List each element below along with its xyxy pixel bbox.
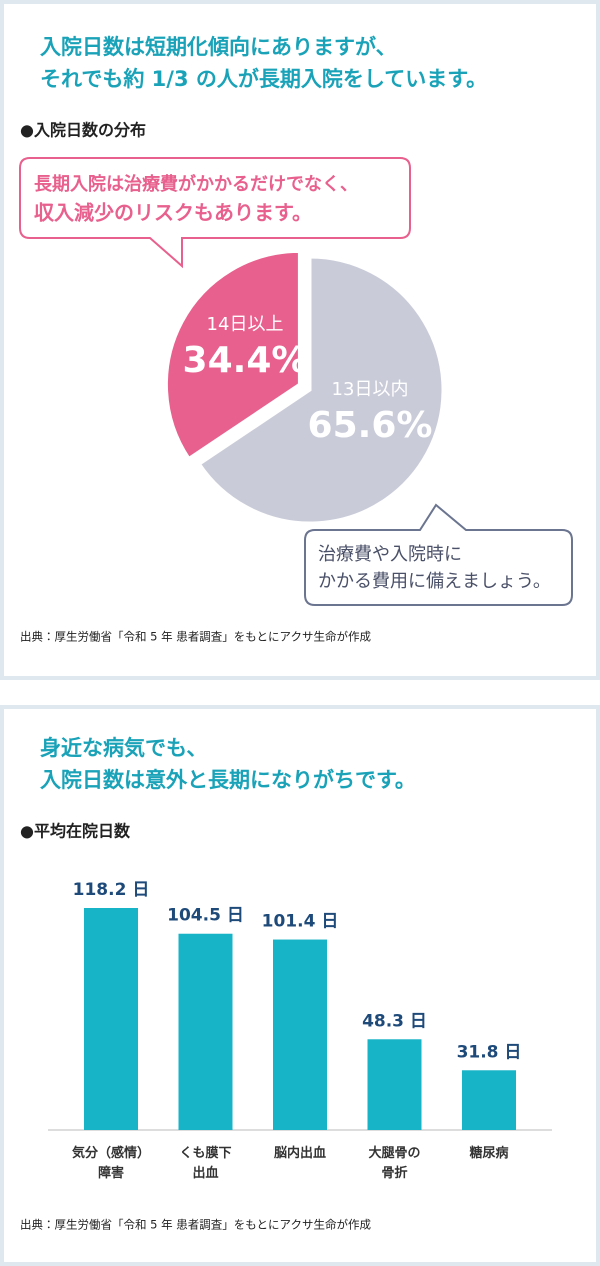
slice-value: 34.4% bbox=[183, 340, 308, 381]
bar bbox=[273, 939, 327, 1130]
value-label: 48.3 日 bbox=[362, 1011, 427, 1031]
callout-box bbox=[304, 503, 573, 606]
callout-box bbox=[19, 157, 411, 269]
headline: それでも約 1/3 の人が長期入院をしています。 bbox=[40, 67, 487, 91]
x-tick-label: くも膜下 出血 bbox=[179, 1146, 232, 1181]
bar bbox=[462, 1070, 516, 1130]
value-label: 118.2 日 bbox=[73, 880, 150, 900]
slice-label: 13日以内 bbox=[332, 379, 409, 400]
section-label: ●平均在院日数 bbox=[20, 822, 131, 841]
bar bbox=[178, 933, 233, 1130]
value-label: 101.4 日 bbox=[262, 912, 339, 932]
callout-text: かかる費用に備えましょう。 bbox=[318, 571, 551, 592]
section-label: ●入院日数の分布 bbox=[20, 121, 146, 140]
x-tick-label: 糖尿病 bbox=[469, 1146, 509, 1161]
value-label: 104.5 日 bbox=[167, 906, 244, 926]
callout-text: 長期入院は治療費がかかるだけでなく、 bbox=[34, 173, 358, 195]
pie-slice bbox=[197, 255, 445, 525]
slice-value: 65.6% bbox=[308, 405, 433, 446]
bar bbox=[367, 1039, 422, 1130]
headline: 身近な病気でも、 bbox=[40, 736, 207, 760]
x-tick-label: 脳内出血 bbox=[273, 1146, 326, 1161]
callout-text: 収入減少のリスクもあります。 bbox=[34, 201, 312, 225]
bar bbox=[84, 908, 138, 1130]
x-tick-label: 気分（感情） 障害 bbox=[71, 1146, 150, 1181]
pie-slice bbox=[164, 249, 301, 461]
source: 出典：厚生労働省「令和 5 年 患者調査」をもとにアクサ生命が作成 bbox=[20, 1218, 371, 1232]
x-tick-label: 大腿骨の 骨折 bbox=[368, 1146, 421, 1181]
value-label: 31.8 日 bbox=[457, 1042, 522, 1062]
callout-text: 治療費や入院時に bbox=[318, 544, 462, 565]
headline: 入院日数は短期化傾向にありますが、 bbox=[40, 35, 397, 59]
headline: 入院日数は意外と長期になりがちです。 bbox=[40, 768, 416, 792]
source: 出典：厚生労働省「令和 5 年 患者調査」をもとにアクサ生命が作成 bbox=[20, 630, 371, 644]
slice-label: 14日以上 bbox=[207, 314, 284, 335]
